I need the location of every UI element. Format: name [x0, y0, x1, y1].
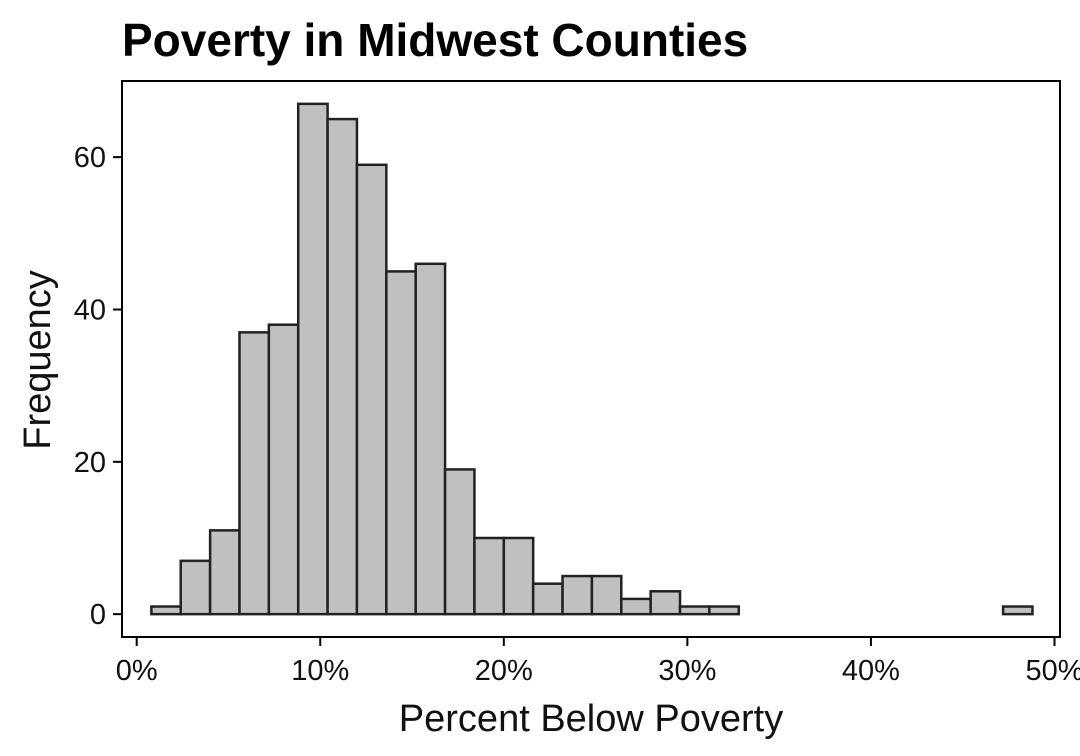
- y-axis-title: Frequency: [17, 270, 59, 450]
- y-tick-label: 40: [74, 294, 106, 326]
- histogram-bar: [414, 262, 447, 616]
- histogram-bar: [1001, 605, 1034, 616]
- x-axis: 0% 10% 20% 30% 40% 50%: [116, 637, 1080, 687]
- histogram-bar: [590, 574, 623, 616]
- histogram-bar: [531, 582, 564, 616]
- histogram-bar: [150, 605, 182, 616]
- histogram-bar: [385, 270, 417, 616]
- y-axis: 0 20 40 60: [74, 142, 122, 631]
- histogram-bar: [238, 331, 271, 616]
- histogram-bar: [708, 605, 741, 616]
- y-tick-label: 20: [74, 447, 106, 479]
- x-tick-label: 40%: [842, 655, 900, 687]
- histogram-bar: [678, 605, 711, 616]
- histogram-bar: [208, 529, 241, 616]
- histogram-bar: [267, 323, 300, 616]
- x-tick-label: 0%: [116, 655, 158, 687]
- bars-group: [150, 102, 1034, 616]
- histogram-bar: [296, 102, 329, 616]
- chart-title: Poverty in Midwest Counties: [122, 14, 748, 66]
- histogram-bar: [620, 597, 652, 616]
- x-tick-label: 20%: [475, 655, 533, 687]
- histogram-bar: [561, 574, 594, 616]
- y-tick-label: 0: [90, 599, 106, 631]
- histogram-bar: [355, 163, 388, 616]
- x-tick-label: 50%: [1025, 655, 1080, 687]
- x-tick-label: 10%: [291, 655, 349, 687]
- histogram-bar: [502, 536, 535, 616]
- x-tick-label: 30%: [658, 655, 716, 687]
- y-tick-label: 60: [74, 142, 106, 174]
- histogram-bar: [649, 590, 682, 616]
- plot-frame: [121, 80, 1061, 638]
- histogram-bar: [473, 536, 506, 616]
- x-axis-title: Percent Below Poverty: [399, 698, 783, 740]
- histogram-bar: [179, 559, 212, 616]
- histogram-bar: [326, 117, 359, 616]
- histogram-bar: [443, 468, 476, 616]
